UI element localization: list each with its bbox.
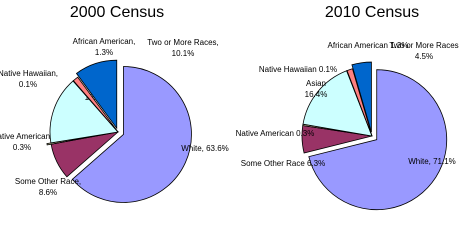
pie-slice <box>351 61 372 133</box>
data-label: Some Other Race 6.3% <box>241 159 325 168</box>
data-label: Some Other Race, <box>15 177 81 186</box>
data-label: Asian <box>306 79 326 88</box>
data-label: Native American 0.3% <box>236 129 315 138</box>
data-label: Native American, <box>0 132 52 141</box>
data-label: White, 71.1% <box>408 157 456 166</box>
data-label: African American 1.3% <box>328 41 409 50</box>
data-label: 8.6% <box>39 188 57 197</box>
pie-slice <box>308 69 448 211</box>
data-label: 1.3% <box>95 48 113 57</box>
data-label: Native Hawaiian, <box>0 69 58 78</box>
data-label: 0.3% <box>13 143 31 152</box>
data-label: Two or More Races <box>389 41 458 50</box>
pie-slice <box>75 59 118 130</box>
chart-title: 2000 Census <box>70 4 164 21</box>
data-label: Native Hawaiian 0.1% <box>259 65 337 74</box>
data-label: Two or More Races, <box>147 38 219 47</box>
data-label: 10.1% <box>172 49 195 58</box>
chart: 2000 Census 2010 Census White, 63.6% Some… <box>0 4 459 211</box>
data-label: 16.4% <box>305 90 328 99</box>
data-label: White, 63.6% <box>181 144 229 153</box>
pie-slice <box>302 70 373 137</box>
chart-title: 2010 Census <box>325 4 419 21</box>
pie-slice <box>71 66 192 203</box>
data-label: African American, <box>73 37 136 46</box>
data-label: 4.5% <box>415 52 433 61</box>
pie-slice <box>49 80 119 144</box>
pie-slice <box>346 68 373 137</box>
pie-slice <box>72 76 119 133</box>
data-label: 0.1% <box>19 80 37 89</box>
